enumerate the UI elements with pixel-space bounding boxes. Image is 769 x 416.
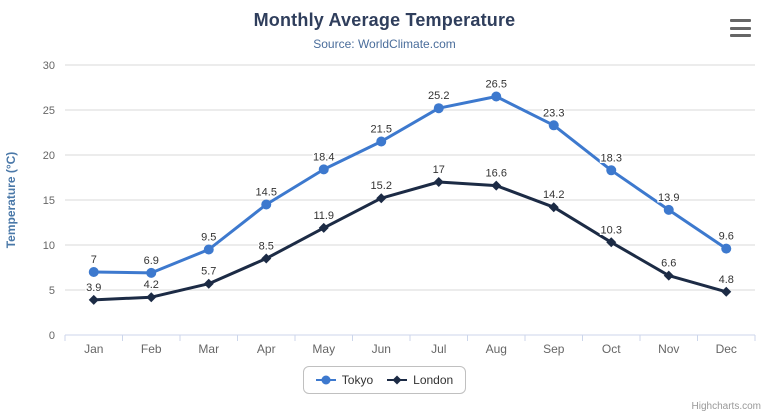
legend: Tokyo London — [0, 366, 769, 394]
data-label-london: 17 — [433, 164, 445, 176]
legend-marker-tokyo-icon — [315, 375, 336, 385]
marker-tokyo[interactable] — [318, 164, 329, 175]
data-label-london: 4.2 — [144, 279, 159, 291]
marker-tokyo[interactable] — [376, 136, 387, 147]
data-label-london: 6.6 — [661, 258, 676, 270]
marker-tokyo[interactable] — [88, 267, 99, 277]
data-label-tokyo: 14.5 — [256, 187, 277, 199]
data-label-tokyo: 26.5 — [486, 79, 507, 91]
x-axis-label: Apr — [257, 342, 276, 356]
marker-london[interactable] — [318, 222, 329, 233]
chart-context-menu-button[interactable] — [728, 17, 754, 39]
marker-london[interactable] — [433, 177, 444, 187]
legend-label-tokyo: Tokyo — [341, 373, 374, 387]
legend-marker-london-icon — [387, 375, 408, 385]
marker-london[interactable] — [261, 253, 272, 264]
data-label-tokyo: 9.6 — [719, 231, 734, 243]
x-axis-label: Jan — [84, 342, 103, 356]
y-axis-title: Temperature (°C) — [4, 152, 18, 249]
x-axis-label: Feb — [141, 342, 162, 356]
marker-london[interactable] — [146, 292, 157, 303]
marker-tokyo[interactable] — [203, 244, 214, 255]
x-axis-label: Aug — [486, 342, 507, 356]
data-label-london: 4.8 — [719, 274, 734, 286]
y-axis-label: 5 — [49, 285, 55, 297]
data-label-tokyo: 13.9 — [658, 192, 679, 204]
marker-london[interactable] — [721, 286, 732, 297]
x-axis-label: Dec — [716, 342, 737, 356]
marker-tokyo[interactable] — [491, 91, 502, 102]
data-label-london: 15.2 — [371, 180, 392, 192]
x-axis-label: Jun — [372, 342, 391, 356]
data-label-tokyo: 9.5 — [201, 232, 216, 244]
marker-london[interactable] — [491, 180, 502, 191]
data-label-tokyo: 25.2 — [428, 90, 449, 102]
data-label-tokyo: 21.5 — [371, 124, 392, 136]
data-label-tokyo: 7 — [91, 254, 97, 266]
y-axis-label: 30 — [43, 60, 55, 72]
marker-london[interactable] — [203, 278, 214, 289]
legend-label-london: London — [413, 373, 454, 387]
y-axis-label: 25 — [43, 105, 55, 117]
marker-tokyo[interactable] — [663, 204, 674, 215]
data-label-london: 5.7 — [201, 266, 216, 278]
marker-london[interactable] — [606, 237, 617, 248]
marker-tokyo[interactable] — [261, 199, 272, 210]
x-axis-label: Sep — [543, 342, 565, 356]
data-label-tokyo: 18.4 — [313, 151, 334, 163]
y-axis-label: 0 — [49, 330, 55, 342]
data-label-london: 8.5 — [259, 241, 274, 253]
data-label-london: 3.9 — [86, 282, 101, 294]
marker-tokyo[interactable] — [146, 267, 157, 278]
legend-box: Tokyo London — [302, 366, 467, 394]
data-label-tokyo: 18.3 — [601, 152, 622, 164]
data-label-london: 11.9 — [313, 210, 334, 222]
menu-icon — [730, 34, 751, 37]
marker-tokyo[interactable] — [548, 120, 559, 131]
data-label-london: 16.6 — [486, 168, 507, 180]
legend-item-london[interactable]: London — [387, 373, 453, 387]
marker-tokyo[interactable] — [606, 165, 617, 176]
series-line-london[interactable] — [92, 180, 728, 302]
marker-tokyo[interactable] — [433, 103, 444, 114]
marker-london[interactable] — [663, 270, 674, 281]
x-axis-label: May — [312, 342, 335, 356]
data-label-london: 14.2 — [543, 189, 564, 201]
marker-tokyo[interactable] — [721, 243, 732, 254]
y-axis-label: 10 — [43, 240, 55, 252]
legend-item-tokyo[interactable]: Tokyo — [315, 373, 374, 387]
y-axis-label: 15 — [43, 195, 55, 207]
x-axis-label: Oct — [602, 342, 621, 356]
credits-link[interactable]: Highcharts.com — [691, 401, 761, 412]
chart-subtitle: Source: WorldClimate.com — [313, 37, 456, 51]
menu-icon — [730, 26, 751, 30]
data-label-london: 10.3 — [601, 224, 622, 236]
x-axis-label: Nov — [658, 342, 679, 356]
series-line-tokyo[interactable] — [92, 95, 728, 275]
data-label-tokyo: 23.3 — [543, 107, 564, 119]
x-axis-label: Jul — [431, 342, 446, 356]
data-label-tokyo: 6.9 — [144, 255, 159, 267]
marker-london[interactable] — [548, 202, 559, 213]
marker-london[interactable] — [88, 294, 99, 305]
menu-icon — [730, 19, 751, 22]
y-axis-label: 20 — [43, 150, 55, 162]
chart-title: Monthly Average Temperature — [253, 10, 516, 30]
x-axis-label: Mar — [198, 342, 219, 356]
marker-london[interactable] — [376, 193, 387, 204]
